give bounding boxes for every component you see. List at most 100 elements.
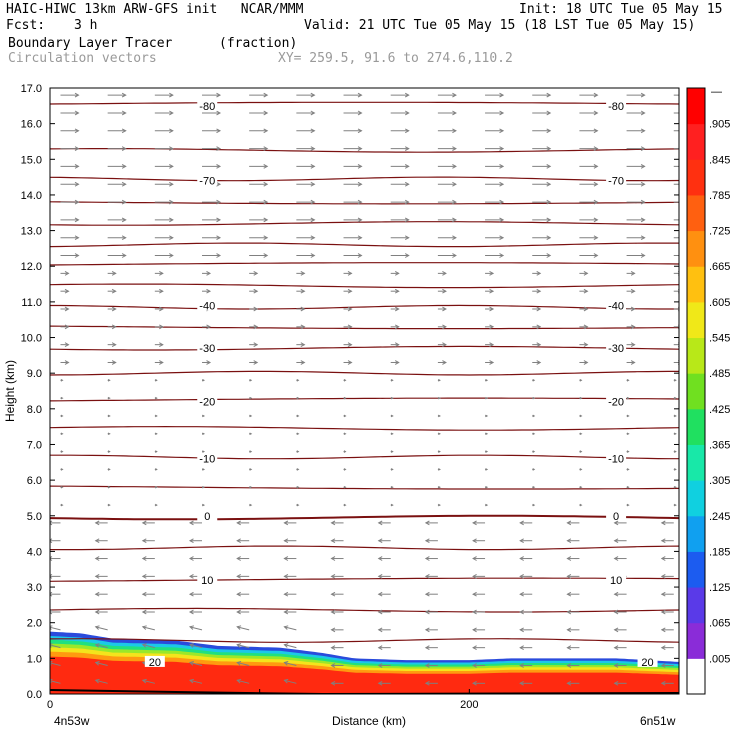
vector-arrowhead xyxy=(377,591,383,597)
vector-arrowhead xyxy=(236,678,242,684)
y-tick-label: 9.0 xyxy=(27,368,42,380)
vector-arrowhead xyxy=(300,342,306,348)
xy-range: XY= 259.5, 91.6 to 274.6,110.2 xyxy=(278,51,513,66)
vector-arrowhead xyxy=(613,645,619,651)
vector-arrowhead xyxy=(74,181,80,187)
vector-arrowhead xyxy=(424,591,430,597)
y-tick-label: 15.0 xyxy=(21,154,42,166)
contour-label: -40 xyxy=(199,300,215,312)
vector-arrowhead xyxy=(330,556,336,561)
vector-arrowhead xyxy=(249,396,253,400)
vector-arrowhead xyxy=(626,378,630,382)
colorbar-swatch xyxy=(687,88,705,125)
vector-arrowhead xyxy=(155,378,158,382)
vector-arrowhead xyxy=(489,306,495,312)
vector-arrow xyxy=(284,626,297,631)
vector-arrowhead xyxy=(442,306,447,312)
vector-arrowhead xyxy=(300,306,306,312)
vector-arrowhead xyxy=(438,485,441,489)
vector-arrowhead xyxy=(107,503,111,507)
contour-label: 20 xyxy=(641,657,653,669)
vector-arrow xyxy=(189,661,203,666)
contour-label-bg xyxy=(197,452,218,464)
contour-label-bg xyxy=(197,509,218,521)
vector-arrowhead xyxy=(310,253,316,258)
temperature-contours xyxy=(50,101,679,643)
vector-arrowhead xyxy=(189,643,195,648)
vector-arrowhead xyxy=(640,146,646,151)
vector-arrowhead xyxy=(202,468,206,471)
vector-arrowhead xyxy=(357,146,363,151)
vector-arrowhead xyxy=(330,680,336,686)
vector-arrowhead xyxy=(499,217,505,223)
vector-arrowhead xyxy=(626,485,630,489)
vector-arrowhead xyxy=(583,360,589,365)
contour-label: -10 xyxy=(199,454,215,466)
vector-arrowhead xyxy=(357,110,363,116)
fcst-value: 3 h xyxy=(74,18,98,33)
vector-arrowhead xyxy=(121,92,127,98)
model-title: HAIC-HIWC 13km ARW-GFS init NCAR/MMM xyxy=(6,2,304,17)
vector-arrowhead xyxy=(499,199,505,205)
init-time: Init: 18 UTC Tue 05 May 15 xyxy=(519,2,723,17)
vector-arrowhead xyxy=(532,485,536,489)
vector-arrowhead xyxy=(519,627,524,633)
vector-arrowhead xyxy=(94,556,100,561)
vector-arrowhead xyxy=(424,627,430,633)
vector-arrowhead xyxy=(472,591,477,597)
vector-arrowhead xyxy=(236,556,241,561)
vector-arrowhead xyxy=(155,396,158,400)
vector-arrow xyxy=(189,626,203,631)
vector-arrowhead xyxy=(536,270,542,276)
vector-arrowhead xyxy=(546,181,552,187)
vector-arrowhead xyxy=(249,414,253,418)
vector-arrowhead xyxy=(357,92,363,98)
vector-arrowhead xyxy=(188,573,194,579)
vector-arrowhead xyxy=(593,181,599,187)
vector-arrowhead xyxy=(613,680,619,686)
vector-arrow xyxy=(237,661,250,666)
vector-arrowhead xyxy=(499,235,505,241)
vector-arrowhead xyxy=(613,538,619,544)
vector-arrowhead xyxy=(94,591,100,597)
vector-arrowhead xyxy=(499,181,505,187)
vector-arrowhead xyxy=(347,306,353,312)
colorbar-label: .125 xyxy=(709,582,730,594)
vector-arrowhead xyxy=(438,450,441,453)
vector-arrowhead xyxy=(74,92,80,98)
vector-arrowhead xyxy=(546,128,552,134)
vector-arrowhead xyxy=(452,128,457,134)
vector-arrowhead xyxy=(613,609,619,615)
vector-arrowhead xyxy=(546,146,552,151)
vector-arrowhead xyxy=(613,556,619,561)
vector-arrowhead xyxy=(121,217,127,223)
vector-arrowhead xyxy=(169,199,174,205)
vector-arrowhead xyxy=(536,324,542,330)
vector-arrowhead xyxy=(159,270,164,276)
vector-arrowhead xyxy=(660,663,666,668)
contour-label: -30 xyxy=(608,343,624,355)
vector-arrowhead xyxy=(253,306,259,312)
vector-arrowhead xyxy=(310,110,316,116)
vector-arrowhead xyxy=(169,181,174,187)
vector-arrowhead xyxy=(546,217,552,223)
vector-arrowhead xyxy=(300,288,306,294)
vector-arrowhead xyxy=(121,253,127,258)
contour-label-bg xyxy=(637,655,658,667)
y-tick-label: 3.0 xyxy=(27,582,42,594)
vector-arrowhead xyxy=(74,235,80,241)
contour-label: -70 xyxy=(608,176,624,188)
vector-arrowhead xyxy=(640,164,646,169)
colorbar-swatch xyxy=(687,658,705,695)
vector-arrowhead xyxy=(442,360,447,365)
vector-arrowhead xyxy=(630,360,636,365)
vector-arrowhead xyxy=(263,181,269,187)
vector-arrowhead xyxy=(216,128,222,134)
vector-arrowhead xyxy=(630,270,636,276)
colorbar-label: .485 xyxy=(709,368,730,380)
colorbar-swatch xyxy=(687,551,705,588)
vector-arrowhead xyxy=(593,146,599,151)
vector-arrowhead xyxy=(206,360,212,365)
vector-arrowhead xyxy=(169,164,174,169)
vector-arrowhead xyxy=(50,556,53,561)
